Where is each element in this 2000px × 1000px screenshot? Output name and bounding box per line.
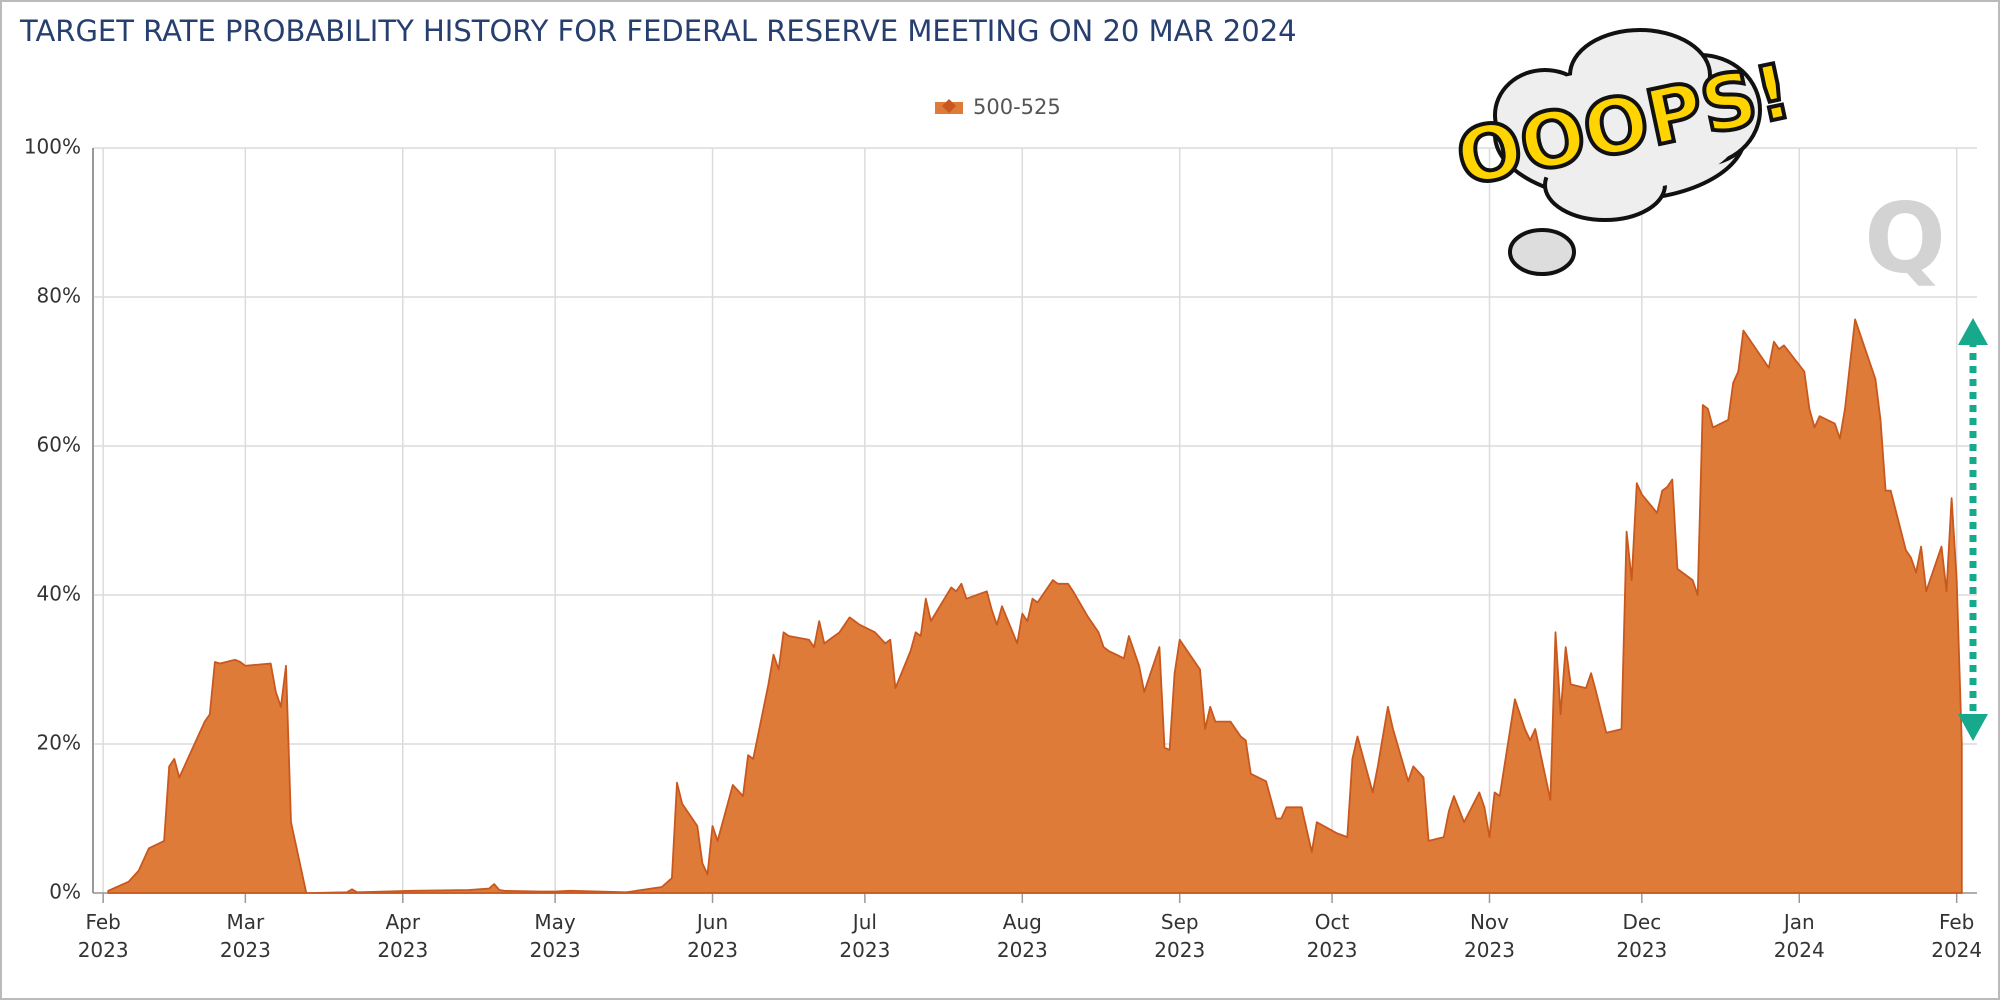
chart-title: TARGET RATE PROBABILITY HISTORY FOR FEDE… xyxy=(19,14,1297,48)
cloud-puff xyxy=(1508,228,1576,276)
legend-label: 500-525 xyxy=(973,95,1061,119)
legend-marker xyxy=(942,99,956,113)
area xyxy=(107,318,1963,894)
cartoon: OOOPS! xyxy=(1447,28,1801,276)
y-tick-label: 80% xyxy=(37,284,81,308)
x-tick-label: Jan 2024 xyxy=(1774,910,1825,962)
x-tick-label: Dec 2023 xyxy=(1616,910,1667,962)
x-tick-label: Nov 2023 xyxy=(1464,910,1515,962)
y-tick-label: 60% xyxy=(37,433,81,457)
x-tick-label: Oct 2023 xyxy=(1307,910,1358,962)
x-tick-label: Apr 2023 xyxy=(377,910,428,962)
x-tick-label: May 2023 xyxy=(530,910,581,962)
y-tick-label: 100% xyxy=(24,135,81,159)
y-tick-label: 20% xyxy=(37,731,81,755)
watermark: Q xyxy=(1864,182,1946,294)
x-tick-label: Aug 2023 xyxy=(997,910,1048,962)
x-tick-label: Jul 2023 xyxy=(839,910,890,962)
x-tick-label: Feb 2023 xyxy=(78,910,129,962)
x-tick-label: Jun 2023 xyxy=(687,910,738,962)
x-tick-label: Mar 2023 xyxy=(220,910,271,962)
y-tick-label: 40% xyxy=(37,582,81,606)
y-tick-label: 0% xyxy=(49,880,81,904)
arrow-head xyxy=(1958,318,1988,345)
x-tick-label: Feb 2024 xyxy=(1931,910,1982,962)
arrow-head xyxy=(1958,714,1988,741)
cloud xyxy=(1500,70,1740,190)
x-tick-label: Sep 2023 xyxy=(1154,910,1205,962)
